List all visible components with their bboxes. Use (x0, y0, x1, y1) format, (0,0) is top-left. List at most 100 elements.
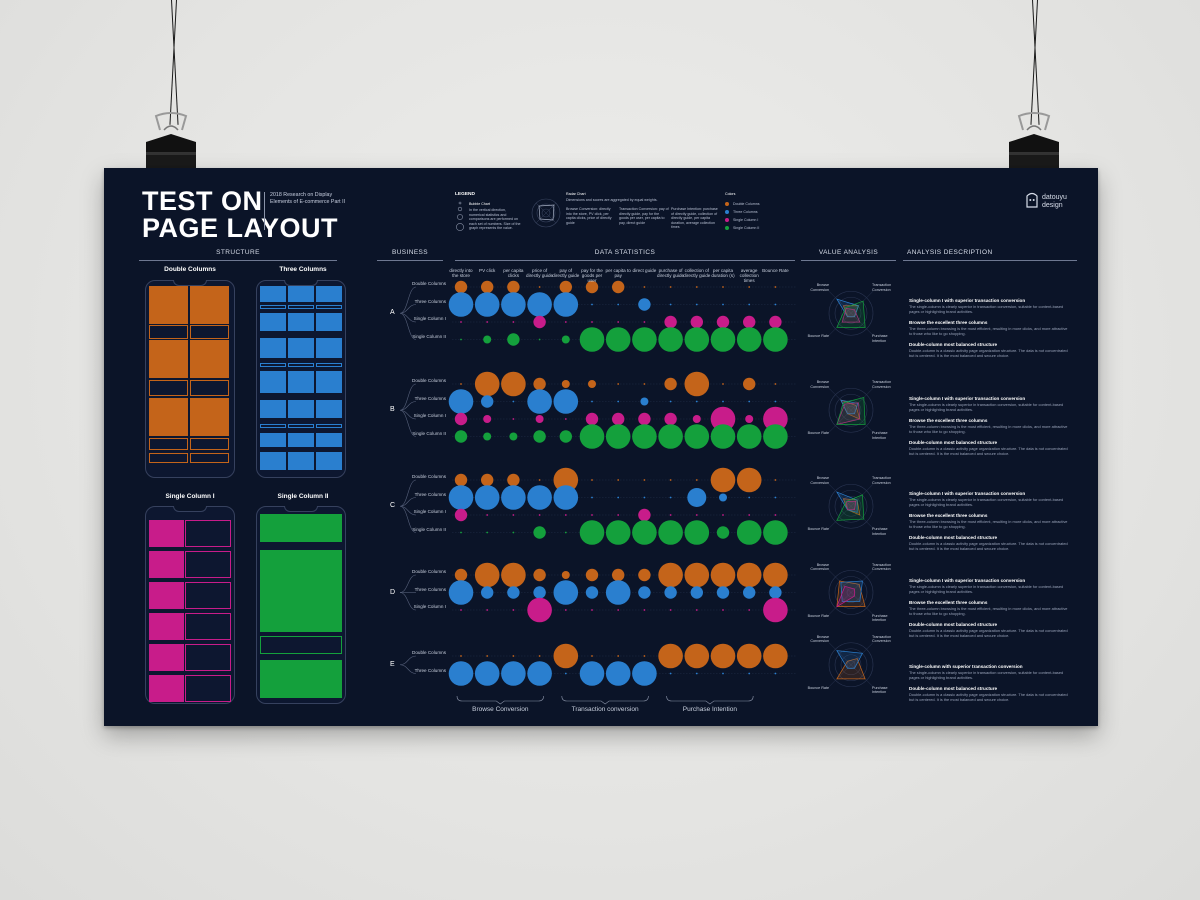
description-heading: Single-column I with superior transactio… (909, 396, 1026, 401)
legend-bubble-sample-icon (456, 201, 464, 231)
bubble (638, 586, 651, 599)
layout-block (260, 363, 286, 367)
layout-block (260, 636, 342, 654)
legend-bubble-text: In the vertical direction, numerical sta… (469, 208, 521, 231)
business-row-label: Double Columns (412, 378, 446, 383)
bubble (507, 586, 520, 599)
bubble-empty (538, 655, 541, 657)
radar-axis-label: Purchase Intention (872, 613, 888, 622)
radar-ring (846, 660, 856, 670)
bubble (736, 643, 762, 669)
brand-name: datouyu design (1042, 194, 1067, 209)
radar-shape (836, 491, 858, 513)
radar-axis-label: Browse Conversion (810, 634, 829, 644)
layout-block (260, 338, 286, 358)
section-business-rule (377, 260, 443, 261)
layout-block (149, 520, 184, 547)
bubble (474, 485, 500, 510)
legend-radar-text: Dimensions and scores are aggregated by … (566, 198, 658, 202)
bubble (527, 661, 552, 686)
bubble (658, 520, 683, 545)
layout-block (316, 305, 342, 309)
bubble-empty (617, 655, 620, 657)
radar-shape (836, 396, 866, 425)
business-row-label: Double Columns (412, 569, 446, 574)
layout-block (316, 286, 342, 302)
bubble-empty (564, 531, 567, 534)
bubble-empty (748, 303, 751, 306)
radar-shape (836, 585, 855, 608)
bubble-empty (460, 383, 462, 385)
bubble (605, 424, 631, 449)
layout-block (288, 452, 314, 470)
radar-charts (828, 290, 874, 688)
bubble-empty (722, 514, 724, 516)
bubble (690, 586, 703, 599)
business-row-label: Single Column I (413, 316, 446, 321)
description-text: Double-column is a classic activity page… (909, 541, 1068, 551)
bubble-empty (695, 514, 698, 516)
description-text: The three-column browsing is the most ef… (909, 519, 1068, 529)
radar-ring (846, 588, 856, 597)
business-connector-line (399, 401, 417, 411)
bubble (605, 580, 631, 605)
bubble (561, 380, 570, 388)
business-group-label: A (390, 309, 395, 317)
brand-name-line2: design (1042, 201, 1063, 209)
layout-block (288, 313, 314, 331)
bubble (687, 488, 707, 507)
layout-block (260, 305, 286, 309)
bubble-empty (538, 514, 541, 516)
description-heading: Double-column most balanced structure (909, 622, 998, 627)
bubble (684, 643, 710, 669)
description-heading: Single-column I with superior transactio… (909, 578, 1026, 583)
business-row-label: Double Columns (412, 474, 446, 479)
layout-block (185, 613, 231, 640)
bubble (561, 571, 570, 579)
bubble (684, 520, 710, 545)
column-header: per capita clicks (503, 268, 524, 278)
bubble (716, 586, 730, 599)
bubble-empty (695, 286, 698, 288)
bubble-empty (748, 514, 751, 516)
bubble-empty (591, 400, 593, 403)
bubble (533, 315, 546, 329)
layout-block (288, 371, 314, 393)
column-header: average collection times (739, 268, 759, 283)
bubble (553, 292, 579, 317)
bubble-empty (460, 609, 462, 611)
layout-block (190, 398, 229, 436)
layout-block (316, 371, 342, 393)
bubble-empty (617, 496, 620, 499)
bubble (509, 432, 518, 441)
bubble (533, 377, 546, 391)
radar-shape (836, 494, 865, 521)
bubble (535, 415, 544, 423)
bubble (736, 424, 762, 449)
radar-ring (828, 387, 874, 433)
description-text: The single-column is clearly superior in… (909, 402, 1064, 412)
bubble (710, 424, 736, 449)
business-group-label: B (390, 406, 395, 414)
bubble (483, 415, 492, 423)
bubble (640, 397, 649, 406)
bubble-empty (669, 514, 672, 516)
bubble (743, 586, 756, 599)
bubble (527, 485, 552, 510)
layout-block (190, 453, 229, 463)
bubble (736, 467, 762, 493)
bubble (736, 520, 762, 545)
title-divider (264, 192, 265, 230)
business-row-label: Single Column I (413, 413, 446, 418)
bracket-label: Transaction conversion (571, 706, 639, 713)
bubble-empty (486, 609, 489, 611)
radar-axis-label: Purchase Intention (872, 527, 888, 536)
layout-block (260, 371, 286, 393)
bubble-empty (643, 496, 646, 499)
radar-axis (828, 642, 874, 687)
description-text: The single-column is clearly superior in… (909, 584, 1064, 594)
legend-color-dot-icon (725, 202, 729, 206)
bubble-empty (591, 609, 593, 611)
column-header: Bounce Rate (762, 268, 789, 273)
layout-block (288, 363, 314, 367)
